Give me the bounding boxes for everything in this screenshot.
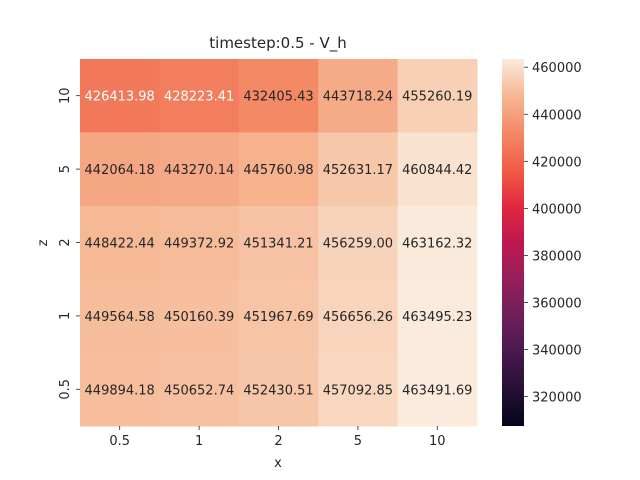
heatmap-cell [318,279,399,354]
cell-value-label: 451967.69 [243,310,313,325]
heatmap-cell [80,205,160,280]
heatmap-cell [318,59,399,133]
heatmap-cell [80,59,160,133]
x-tick-label: 1 [195,434,203,449]
heatmap-cell [397,279,478,354]
cell-value-label: 445760.98 [243,163,313,178]
x-axis-ticks: 0.5 1 2 5 10 [109,426,446,449]
cell-value-label: 426413.98 [85,90,155,105]
colorbar-tick-label: 320000 [532,391,582,406]
x-tick-label: 2 [274,434,282,449]
cell-value-label: 442064.18 [85,163,155,178]
x-tick-label: 0.5 [109,434,130,449]
heatmap-cell [159,205,240,280]
heatmap-cell [159,59,240,133]
colorbar-tick-label: 440000 [532,108,582,123]
heatmap-cell [238,132,319,207]
cell-value-label: 450652.74 [164,383,234,398]
cell-value-label: 443718.24 [323,90,393,105]
heatmap-cell [159,279,240,354]
cell-value-label: 460844.42 [402,163,472,178]
y-tick-label: 5 [58,165,73,173]
cell-value-label: 456259.00 [323,237,393,252]
y-axis-label: z [36,239,51,246]
heatmap-cell [238,352,319,427]
cell-value-label: 450160.39 [164,310,234,325]
cell-value-label: 455260.19 [402,90,472,105]
heatmap-cell [159,352,240,427]
cell-value-label: 448422.44 [85,237,155,252]
y-tick-label: 1 [58,312,73,320]
colorbar-tick-label: 380000 [532,249,582,264]
cell-value-label: 452430.51 [243,383,313,398]
x-tick-label: 5 [354,434,362,449]
cell-value-label: 449894.18 [85,383,155,398]
colorbar-tick-label: 400000 [532,202,582,217]
heatmap-cell [397,132,478,207]
heatmap-cell [80,132,160,207]
colorbar-tick-label: 420000 [532,155,582,170]
y-axis-ticks: 10 5 2 1 0.5 [58,87,80,400]
heatmap-cell [159,132,240,207]
heatmap-cell [238,279,319,354]
cell-value-label: 456656.26 [323,310,393,325]
heatmap-cell [238,205,319,280]
heatmap-cell [80,279,160,354]
colorbar-ticks: 320000 340000 360000 380000 400000 420000 4400… [524,61,582,406]
y-tick-label: 2 [58,238,73,246]
cell-value-label: 443270.14 [164,163,234,178]
heatmap-cell [318,205,399,280]
cell-value-label: 463162.32 [402,237,472,252]
x-tick-label: 10 [429,434,446,449]
y-tick-label: 0.5 [58,379,73,400]
heatmap-cells: 426413.98 428223.41 432405.43 443718.24 4552… [80,59,478,427]
cell-value-label: 428223.41 [164,90,234,105]
colorbar-tick-label: 360000 [532,296,582,311]
heatmap-cell [238,59,319,133]
chart-title: timestep:0.5 - V_h [209,34,346,53]
cell-value-label: 463495.23 [402,310,472,325]
colorbar [502,59,524,426]
colorbar-tick-label: 340000 [532,344,582,359]
cell-value-label: 451341.21 [243,237,313,252]
cell-value-label: 452631.17 [323,163,393,178]
heatmap-cell [397,59,478,133]
cell-value-label: 449564.58 [85,310,155,325]
heatmap-cell [318,352,399,427]
y-tick-label: 10 [58,87,73,104]
colorbar-tick-label: 460000 [532,61,582,76]
heatmap-cell [318,132,399,207]
heatmap-cell [80,352,160,427]
x-axis-label: x [274,456,282,471]
cell-value-label: 457092.85 [323,383,393,398]
cell-value-label: 463491.69 [402,383,472,398]
heatmap-cell [397,352,478,427]
cell-value-label: 449372.92 [164,237,234,252]
heatmap-cell [397,205,478,280]
cell-value-label: 432405.43 [243,90,313,105]
